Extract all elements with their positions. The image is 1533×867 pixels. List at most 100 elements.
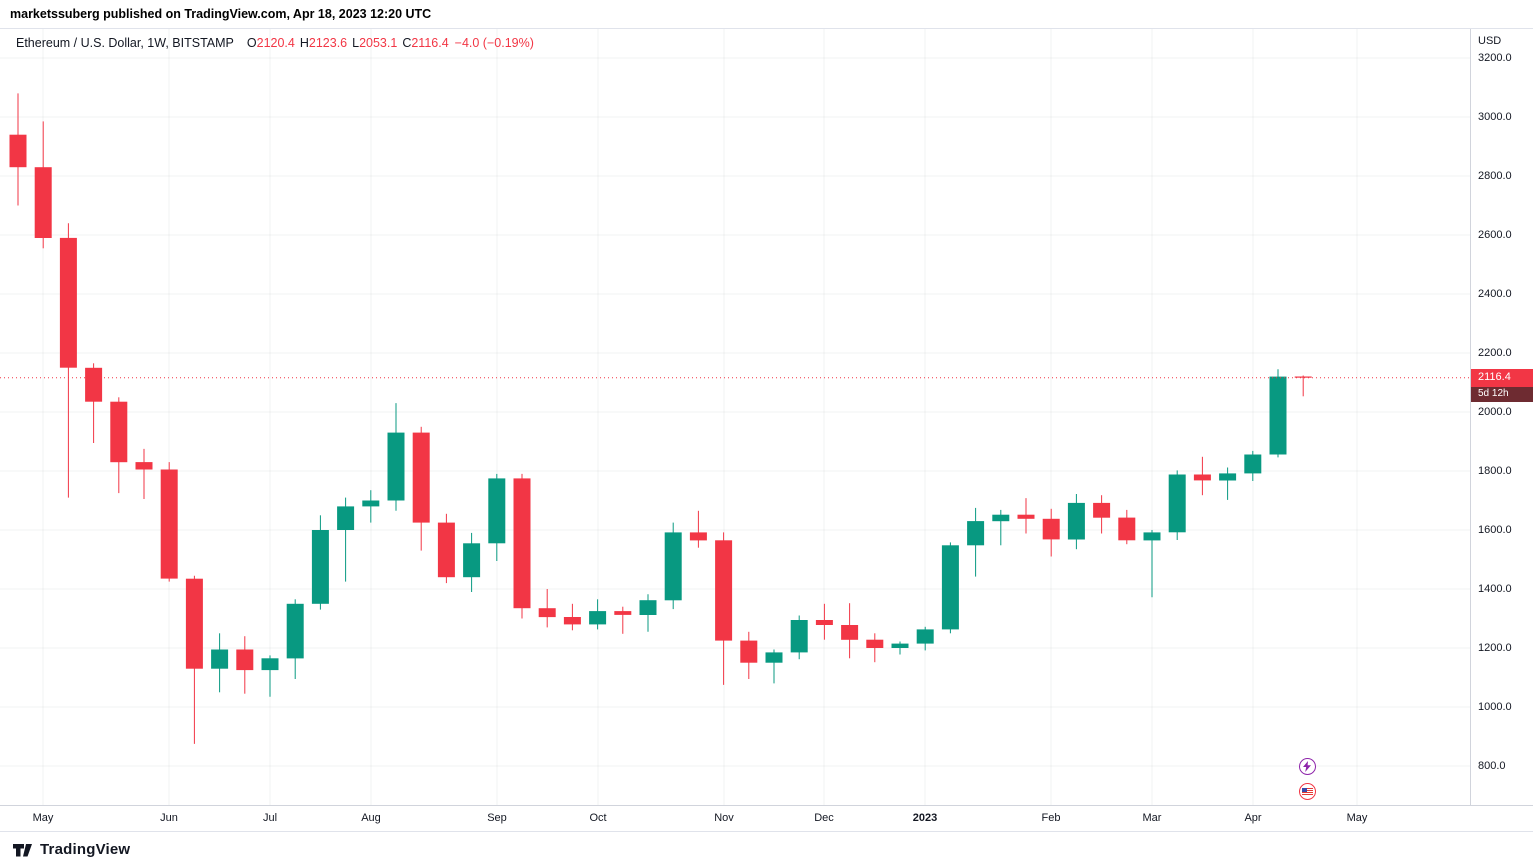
time-tick[interactable]: Sep xyxy=(487,812,507,824)
price-tick[interactable]: 1800.0 xyxy=(1478,465,1512,477)
time-tick[interactable]: Oct xyxy=(589,812,607,824)
candle[interactable] xyxy=(437,513,455,584)
candle[interactable] xyxy=(311,515,329,610)
us-flag-icon xyxy=(1302,787,1313,795)
candle[interactable] xyxy=(261,655,279,697)
candle[interactable] xyxy=(916,626,934,651)
candle[interactable] xyxy=(110,397,128,494)
time-tick[interactable]: Nov xyxy=(714,812,734,824)
ohlc-high: H2123.6 xyxy=(299,36,348,50)
candle[interactable] xyxy=(236,636,254,694)
candle[interactable] xyxy=(1269,369,1287,458)
candle[interactable] xyxy=(866,633,884,663)
price-tick[interactable]: 2200.0 xyxy=(1478,347,1512,359)
candle[interactable] xyxy=(614,606,632,634)
chart-frame: Ethereum / U.S. Dollar, 1W, BITSTAMP O212… xyxy=(0,28,1533,806)
candle[interactable] xyxy=(286,599,304,679)
candle[interactable] xyxy=(9,93,27,206)
price-tick[interactable]: 1200.0 xyxy=(1478,642,1512,654)
candle[interactable] xyxy=(387,403,405,511)
candle[interactable] xyxy=(1193,456,1211,496)
price-tick[interactable]: 2400.0 xyxy=(1478,288,1512,300)
candle[interactable] xyxy=(765,649,783,684)
symbol-title[interactable]: Ethereum / U.S. Dollar, 1W, BITSTAMP xyxy=(16,36,234,50)
time-tick[interactable]: Apr xyxy=(1244,812,1262,824)
lightning-bolt-icon xyxy=(1303,761,1311,772)
time-tick[interactable]: Dec xyxy=(814,812,834,824)
candle[interactable] xyxy=(841,603,859,659)
price-tick[interactable]: 2000.0 xyxy=(1478,406,1512,418)
candle[interactable] xyxy=(967,507,985,577)
candle[interactable] xyxy=(1244,450,1262,481)
candle[interactable] xyxy=(941,542,959,634)
candle[interactable] xyxy=(689,510,707,548)
candle[interactable] xyxy=(639,594,657,632)
candle[interactable] xyxy=(1067,494,1085,550)
candle[interactable] xyxy=(463,532,481,592)
candle[interactable] xyxy=(715,532,733,685)
tradingview-wordmark[interactable]: TradingView xyxy=(40,841,131,858)
price-tick[interactable]: 3000.0 xyxy=(1478,111,1512,123)
time-tick[interactable]: Mar xyxy=(1142,812,1162,824)
candle[interactable] xyxy=(513,473,531,619)
price-axis-unit: USD xyxy=(1478,35,1502,47)
price-tick[interactable]: 2800.0 xyxy=(1478,170,1512,182)
price-tick[interactable]: 1600.0 xyxy=(1478,524,1512,536)
attribution-text: marketssuberg published on TradingView.c… xyxy=(10,7,432,21)
bar-countdown-label: 5d 12h xyxy=(1471,386,1533,402)
candle[interactable] xyxy=(1042,508,1060,557)
footer-bar: TradingView xyxy=(0,831,1533,867)
candle[interactable] xyxy=(185,575,203,744)
time-tick[interactable]: Feb xyxy=(1041,812,1061,824)
candle[interactable] xyxy=(412,426,430,551)
candle[interactable] xyxy=(1143,530,1161,598)
ohlc-low: L2053.1 xyxy=(352,36,398,50)
candle[interactable] xyxy=(992,509,1010,546)
candle[interactable] xyxy=(1294,375,1312,397)
candle[interactable] xyxy=(362,490,380,523)
candle[interactable] xyxy=(1219,467,1237,500)
price-axis[interactable]: USD 3200.0 3000.0 2800.0 2600.0 2400.0 2200.0… xyxy=(1470,29,1533,806)
lightning-marker-icon[interactable] xyxy=(1299,758,1316,775)
candle[interactable] xyxy=(1093,495,1111,534)
candle[interactable] xyxy=(815,603,833,640)
candle[interactable] xyxy=(1118,509,1136,545)
change-value: −4.0 (−0.19%) xyxy=(454,36,534,50)
ohlc-open: O2120.4 xyxy=(246,36,295,50)
attribution-bar: marketssuberg published on TradingView.c… xyxy=(0,0,1533,28)
candle[interactable] xyxy=(589,599,607,630)
time-tick[interactable]: May xyxy=(32,812,54,824)
candle[interactable] xyxy=(790,615,808,660)
candle[interactable] xyxy=(891,641,909,655)
price-tick[interactable]: 3200.0 xyxy=(1478,52,1512,64)
price-tick[interactable]: 1400.0 xyxy=(1478,583,1512,595)
time-axis[interactable]: May Jun Jul Aug Sep Oct Nov Dec 2023 Feb Mar Apr May xyxy=(0,805,1533,831)
candle[interactable] xyxy=(1168,470,1186,540)
price-tick[interactable]: 2600.0 xyxy=(1478,229,1512,241)
tradingview-logo[interactable] xyxy=(12,841,33,859)
candle[interactable] xyxy=(538,589,556,628)
candle[interactable] xyxy=(211,633,229,693)
candlestick-chart[interactable] xyxy=(0,29,1470,806)
candle[interactable] xyxy=(337,497,355,582)
candle[interactable] xyxy=(488,473,506,561)
ohlc-close: C2116.4 xyxy=(402,36,449,50)
candle[interactable] xyxy=(1017,498,1035,534)
candle[interactable] xyxy=(664,522,682,610)
candle[interactable] xyxy=(563,603,581,631)
candle[interactable] xyxy=(34,121,52,249)
last-price-label: 2116.4 xyxy=(1471,368,1533,387)
time-tick[interactable]: Jun xyxy=(160,812,178,824)
price-tick[interactable]: 1000.0 xyxy=(1478,701,1512,713)
candle[interactable] xyxy=(160,462,178,582)
flag-marker-icon[interactable] xyxy=(1299,783,1316,800)
candle[interactable] xyxy=(135,448,153,499)
time-tick[interactable]: 2023 xyxy=(912,812,938,824)
time-tick[interactable]: Aug xyxy=(361,812,381,824)
candle[interactable] xyxy=(59,223,77,498)
candle[interactable] xyxy=(85,363,103,443)
time-tick[interactable]: May xyxy=(1346,812,1368,824)
time-tick[interactable]: Jul xyxy=(262,812,278,824)
candle[interactable] xyxy=(740,631,758,679)
price-tick[interactable]: 800.0 xyxy=(1478,760,1506,772)
